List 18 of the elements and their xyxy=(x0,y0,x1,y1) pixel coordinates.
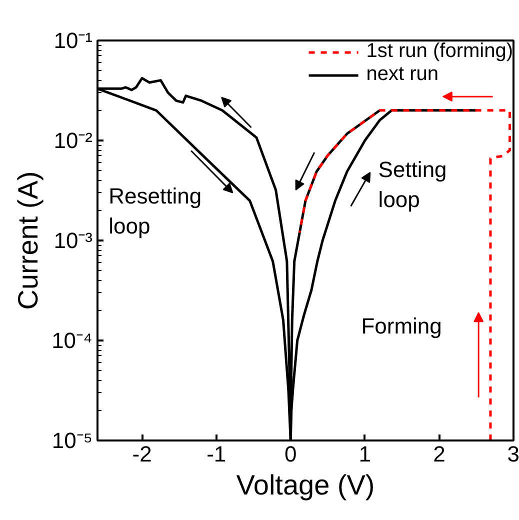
y-tick-label: 10⁻⁵ xyxy=(52,428,93,453)
legend-label: next run xyxy=(366,63,439,86)
x-tick-label: 0 xyxy=(284,442,297,466)
x-tick-label: -2 xyxy=(132,442,152,466)
y-tick-label: 10⁻³ xyxy=(54,228,92,253)
x-tick-label: -1 xyxy=(206,442,226,466)
annotation: Resetting loop xyxy=(108,184,202,239)
x-axis-title: Voltage (V) xyxy=(236,470,375,500)
annotation: Forming xyxy=(361,313,442,338)
x-tick-label: 3 xyxy=(507,442,519,466)
y-tick-label: 10⁻² xyxy=(54,128,92,153)
x-tick-label: 1 xyxy=(358,442,372,466)
annotation: Setting loop xyxy=(378,157,447,212)
y-tick-label: 10⁻¹ xyxy=(54,28,92,53)
legend-label: 1st run (forming) xyxy=(366,40,513,63)
x-tick-label: 2 xyxy=(433,442,446,466)
y-axis-title: Current (A) xyxy=(12,171,44,310)
y-tick-label: 10⁻⁴ xyxy=(52,328,93,353)
